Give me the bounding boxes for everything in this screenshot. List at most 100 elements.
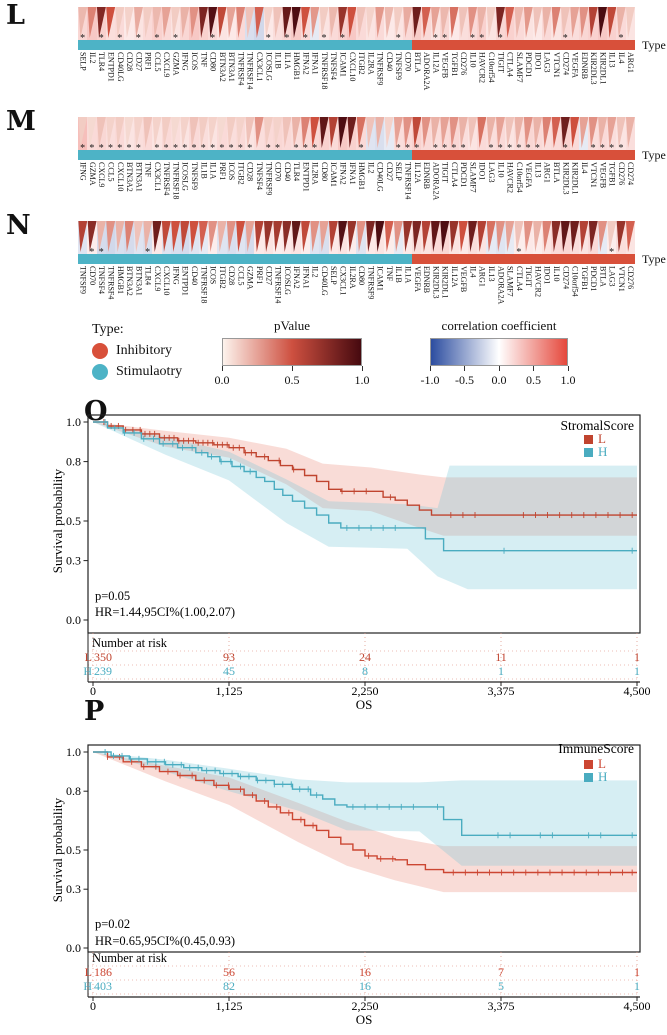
pvalue-triangle [560, 221, 570, 253]
gene-label: TNFRSF4 [106, 266, 116, 300]
significance-asterisk: * [210, 33, 216, 44]
gene-label: IFNA2 [338, 162, 348, 185]
gene-label: ICOSLG [282, 266, 292, 295]
gene-label: VEGFB [598, 162, 608, 189]
heat-cell-TNF [142, 117, 153, 150]
risk-row-label-H: H [83, 979, 92, 993]
pvalue-triangle [625, 117, 635, 149]
heat-cell-IL1B [393, 221, 403, 254]
pvalue-triangle [217, 117, 227, 149]
km-plot-stromalscore: 1.0 0.8 0.5 0.3 0.0 Survival probability Strom… [50, 414, 651, 712]
significance-asterisk: * [562, 33, 568, 44]
type-bar-label: Type [642, 148, 666, 162]
y-axis-label: Survival probability [50, 797, 65, 902]
significance-asterisk: * [497, 33, 503, 44]
significance-asterisk: * [154, 33, 160, 44]
significance-asterisk: * [321, 33, 327, 44]
pvalue-triangle [189, 221, 199, 253]
gene-label: CCL5 [106, 162, 116, 182]
pvalue-triangle [124, 7, 134, 39]
y-tick-label: 0.0 [66, 613, 81, 627]
heat-cell-ICOS [189, 7, 199, 40]
heat-cell-CTLA4: * [514, 221, 524, 258]
heat-cell-ADORA2A [421, 7, 431, 40]
gene-label: ICAM1 [338, 52, 348, 77]
gene-label: SELP [394, 162, 404, 181]
pvalue-triangle [356, 221, 366, 253]
gene-label: KIR2DL3 [589, 52, 599, 85]
gene-label: IL1A [403, 266, 413, 284]
significance-asterisk: * [172, 143, 178, 154]
pvalue-triangle [199, 7, 208, 39]
heatmap-cells: * * * * * [78, 221, 635, 258]
gene-label: TIGIT [496, 52, 506, 73]
gene-label: ARG1 [477, 266, 487, 287]
pvalue-triangle [115, 7, 125, 39]
heat-cell-SELP [328, 221, 338, 254]
type-legend-item-inhibitory: Inhibitory [92, 343, 222, 359]
pvalue-triangle [217, 7, 227, 39]
significance-asterisk: * [117, 33, 123, 44]
pvalue-legend-title: pValue [273, 318, 311, 333]
pvalue-triangle [356, 117, 366, 149]
significance-asterisk: * [98, 143, 104, 154]
heat-cell-SLAMF7 [467, 117, 478, 150]
pvalue-triangle [273, 221, 283, 253]
pvalue-triangle [310, 221, 320, 253]
significance-asterisk: * [395, 33, 401, 44]
gene-label: GZMA [87, 162, 97, 186]
correlation-tick-labels: -1.0 -0.5 0.0 0.5 1.0 [421, 372, 576, 387]
significance-asterisk: * [516, 143, 522, 154]
y-tick-label: 0.5 [66, 514, 81, 528]
heat-cell-CX3CL1 [337, 221, 348, 254]
pvalue-triangle [171, 117, 181, 149]
heat-cell-CXCL10: * [115, 117, 125, 154]
significance-asterisk: * [442, 33, 448, 44]
risk-count: 1 [498, 664, 504, 678]
significance-asterisk: * [432, 143, 438, 154]
x-axis-label: OS [356, 697, 373, 712]
gene-label: IL1A [208, 162, 218, 180]
pvalue-triangle [134, 221, 143, 253]
gene-label: PRF1 [217, 162, 227, 181]
significance-asterisk: * [562, 143, 568, 154]
pvalue-triangle [180, 117, 190, 149]
heat-cell-ENTPD1: * [300, 117, 311, 154]
x-tick-label: 2,250 [352, 684, 379, 698]
y-axis-label: Survival probability [50, 468, 65, 573]
gene-label: ICOS [190, 52, 200, 71]
pvalue-triangle [106, 117, 116, 149]
heat-cell-ARG1 [477, 221, 487, 254]
gene-label: BTN3A1 [134, 266, 144, 296]
heat-cell-ITGB2 [356, 7, 366, 40]
scale-tick-label: -1.0 [420, 373, 440, 387]
pvalue-triangle [588, 7, 598, 39]
heat-cell-TLR4: * [142, 221, 153, 258]
pvalue-triangle [236, 7, 246, 39]
significance-asterisk: * [154, 143, 160, 154]
pvalue-ticks [221, 366, 363, 372]
gene-label: ADORA2A [422, 52, 432, 91]
pvalue-text: p=0.05 [95, 589, 130, 603]
pvalue-triangle [134, 117, 143, 149]
panel-letter-P: P [84, 696, 105, 727]
gene-label: BTN3A1 [134, 162, 144, 192]
gene-label: ARG1 [626, 52, 636, 73]
gene-label: TNF [384, 266, 394, 282]
legend-swatch-L [584, 435, 593, 444]
gene-label: BTLA [412, 52, 422, 73]
gene-label: CX3CL1 [338, 266, 348, 296]
gene-label: CX3CL1 [152, 162, 162, 192]
pvalue-text: p=0.02 [95, 917, 130, 931]
pvalue-triangle [523, 221, 533, 253]
panel-letter-O: O [84, 396, 108, 427]
heat-cell-C10orf54: * [514, 117, 524, 154]
gene-label: PRF1 [254, 266, 264, 285]
pvalue-triangle [579, 7, 589, 39]
gene-label: CD27 [134, 52, 144, 72]
type-legend-label: Inhibitory [116, 343, 172, 358]
km-plot-immunescore: 1.0 0.8 0.5 0.3 0.0 Survival probability Immun… [50, 741, 651, 1027]
significance-asterisk: * [340, 33, 346, 44]
pvalue-triangle [319, 221, 329, 253]
pvalue-triangle [486, 221, 496, 253]
